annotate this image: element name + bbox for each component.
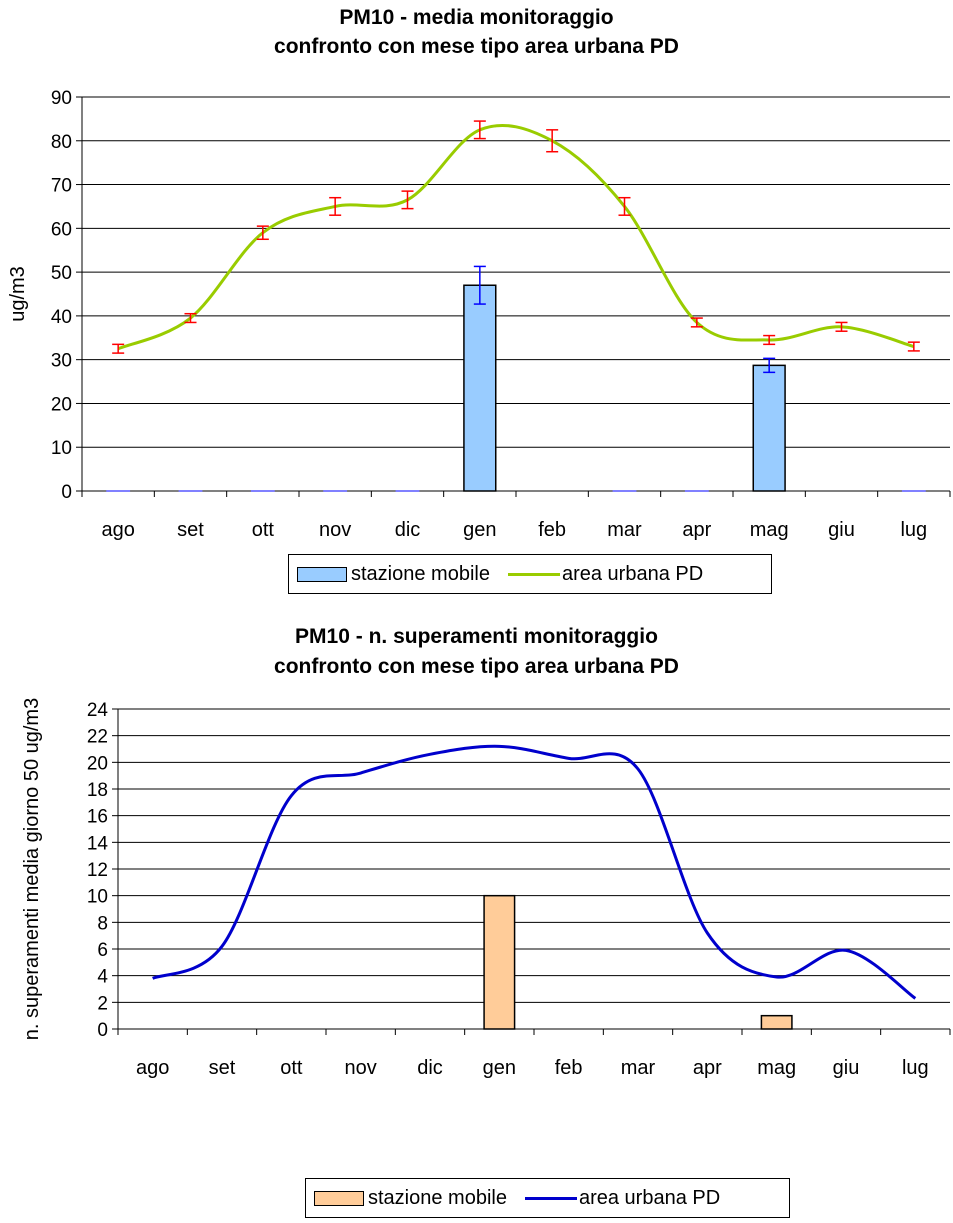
x-tick-label: apr: [682, 519, 711, 541]
x-tick-label: dic: [417, 1057, 443, 1079]
chart-pm10-media: PM10 - media monitoraggio confronto con …: [0, 0, 953, 605]
chart-pm10-superamenti: PM10 - n. superamenti monitoraggio confr…: [0, 615, 953, 1223]
y-tick-label: 60: [51, 219, 72, 240]
y-tick-label: 70: [51, 176, 72, 197]
y-tick-label: 14: [87, 833, 109, 854]
y-axis-label: ug/m3: [7, 266, 29, 322]
x-tick-label: lug: [900, 519, 927, 541]
x-tick-label: dic: [395, 519, 421, 541]
x-tick-label: feb: [538, 519, 566, 541]
x-tick-label: feb: [555, 1057, 583, 1079]
y-tick-label: 6: [97, 940, 108, 961]
y-axis-label: n. superamenti media giorno 50 ug/m3: [21, 698, 43, 1040]
x-tick-label: giu: [828, 519, 855, 541]
chart-title-line1: PM10 - media monitoraggio: [339, 6, 614, 29]
y-tick-label: 22: [87, 727, 108, 748]
x-tick-label: ago: [136, 1057, 169, 1079]
series-line: [117, 123, 915, 351]
x-tick-label: gen: [463, 519, 496, 541]
bar: [760, 1014, 793, 1030]
chart-legend: stazione mobile area urbana PD: [288, 554, 772, 594]
chart-plot-area: 0 10 20 30 40 50 60 70 80 90 ago set ott nov dic gen feb…: [7, 88, 951, 541]
legend-label-line: area urbana PD: [561, 562, 704, 585]
x-tick-label: mag: [757, 1057, 796, 1079]
x-tick-label: ott: [280, 1057, 303, 1079]
y-tick-label: 8: [97, 913, 108, 934]
x-tick-label: nov: [345, 1057, 377, 1079]
x-tick-label: mag: [750, 519, 789, 541]
x-tick-label: nov: [319, 519, 351, 541]
bar: [752, 364, 786, 492]
chart-legend: stazione mobile area urbana PD: [305, 1178, 790, 1218]
legend-swatch-bar: [314, 1190, 364, 1206]
legend-swatch-bar: [297, 566, 347, 582]
y-tick-label: 90: [51, 88, 72, 109]
x-tick-label: mar: [621, 1057, 656, 1079]
x-tick-label: giu: [833, 1057, 860, 1079]
bar: [483, 894, 516, 1030]
y-tick-label: 16: [87, 807, 108, 828]
y-tick-label: 50: [51, 263, 72, 284]
y-tick-label: 40: [51, 307, 72, 328]
y-tick-label: 10: [87, 887, 108, 908]
x-tick-label: ago: [101, 519, 134, 541]
y-tick-label: 80: [51, 132, 72, 153]
x-tick-label: mar: [607, 519, 642, 541]
x-tick-label: lug: [902, 1057, 929, 1079]
y-tick-label: 20: [51, 394, 72, 415]
x-tick-label: ott: [252, 519, 275, 541]
y-tick-label: 4: [97, 967, 108, 988]
legend-swatch-line: [507, 572, 560, 576]
x-tick-label: apr: [693, 1057, 722, 1079]
y-tick-label: 10: [51, 438, 72, 459]
y-tick-label: 24: [87, 700, 109, 721]
y-tick-label: 18: [87, 780, 108, 801]
legend-swatch-line: [524, 1196, 577, 1200]
y-tick-label: 2: [97, 993, 108, 1014]
y-tick-label: 0: [61, 482, 72, 503]
chart-title-line2: confronto con mese tipo area urbana PD: [274, 35, 679, 58]
x-tick-label: gen: [483, 1057, 516, 1079]
y-tick-label: 30: [51, 351, 72, 372]
series-line: [152, 744, 917, 1000]
y-tick-label: 0: [97, 1020, 108, 1041]
x-tick-label: set: [209, 1057, 236, 1079]
legend-label-bar: stazione mobile: [368, 1186, 507, 1209]
legend-label-bar: stazione mobile: [351, 562, 490, 585]
x-tick-label: set: [177, 519, 204, 541]
y-tick-label: 12: [87, 860, 108, 881]
chart-title-line1: PM10 - n. superamenti monitoraggio: [295, 625, 658, 648]
chart-title-line2: confronto con mese tipo area urbana PD: [274, 655, 679, 678]
legend-label-line: area urbana PD: [578, 1186, 721, 1209]
y-tick-label: 20: [87, 753, 108, 774]
bar: [463, 284, 497, 492]
